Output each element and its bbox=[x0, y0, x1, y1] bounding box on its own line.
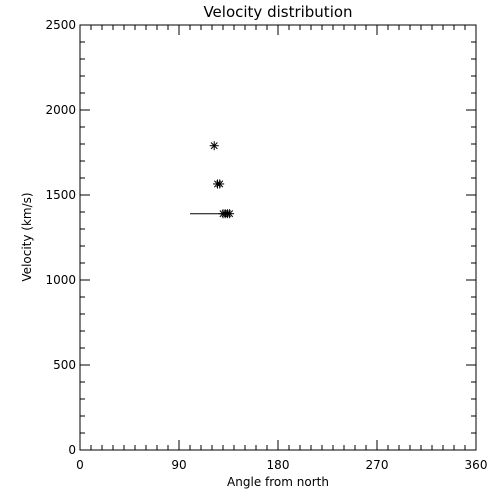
y-tick-label: 1000 bbox=[45, 273, 76, 287]
x-axis-label: Angle from north bbox=[227, 475, 329, 489]
x-axis-ticks bbox=[79, 25, 477, 450]
data-points bbox=[209, 141, 235, 219]
x-tick-label: 0 bbox=[76, 458, 84, 472]
y-tick-label: 500 bbox=[53, 358, 76, 372]
y-tick-label: 2000 bbox=[45, 103, 76, 117]
x-axis-tick-labels: 0 90 180 270 360 bbox=[76, 458, 487, 472]
x-tick-label: 270 bbox=[366, 458, 389, 472]
chart-title: Velocity distribution bbox=[203, 3, 352, 21]
y-tick-label: 0 bbox=[68, 443, 76, 457]
y-axis-label: Velocity (km/s) bbox=[20, 192, 34, 281]
x-tick-label: 180 bbox=[267, 458, 290, 472]
plot-frame bbox=[79, 24, 477, 451]
x-tick-label: 90 bbox=[171, 458, 186, 472]
data-point bbox=[209, 141, 219, 151]
y-axis-tick-labels: 0 500 1000 1500 2000 2500 bbox=[45, 18, 76, 457]
x-tick-label: 360 bbox=[465, 458, 488, 472]
y-axis-ticks bbox=[80, 24, 476, 451]
data-point bbox=[225, 209, 235, 219]
y-tick-label: 2500 bbox=[45, 18, 76, 32]
data-point bbox=[215, 179, 225, 189]
y-tick-label: 1500 bbox=[45, 188, 76, 202]
